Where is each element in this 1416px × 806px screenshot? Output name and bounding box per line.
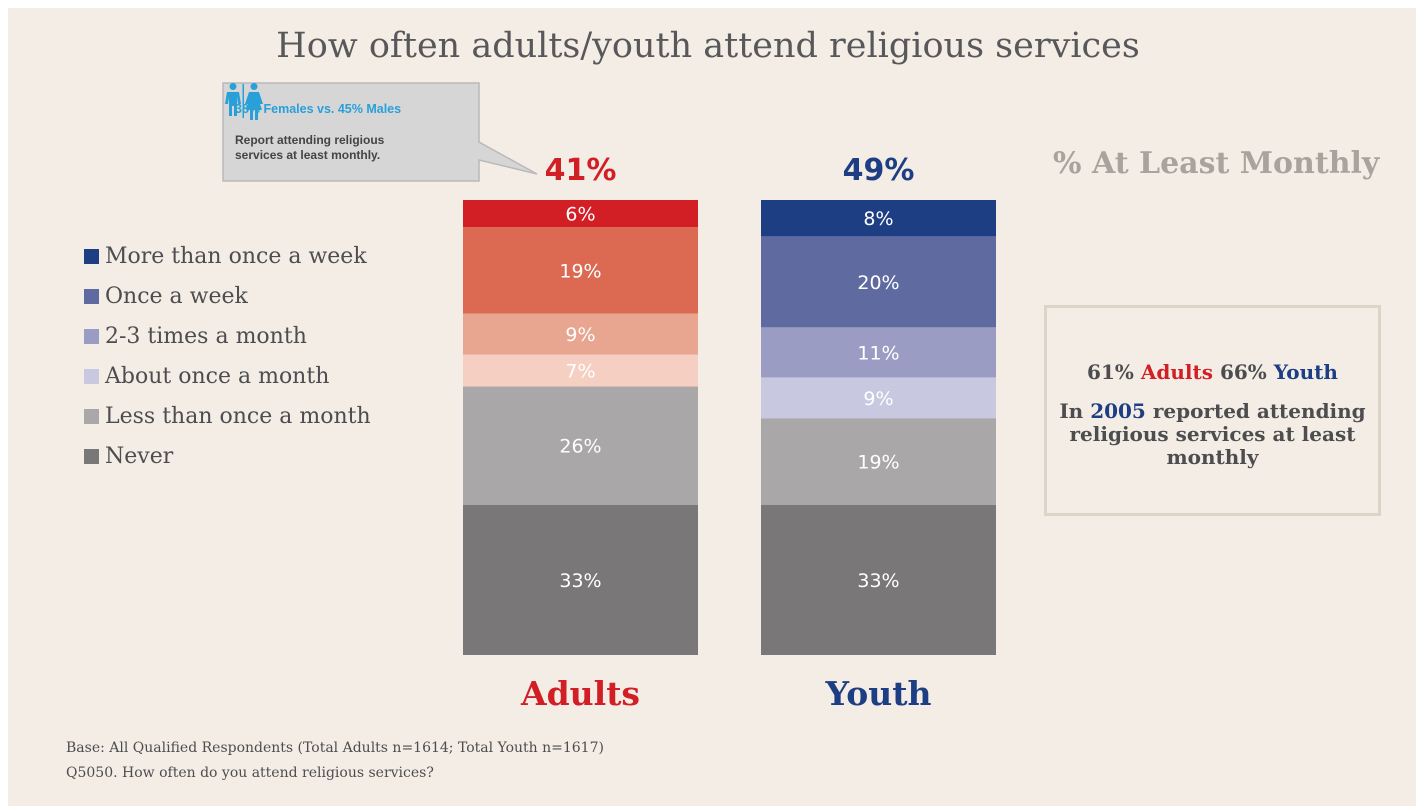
info-line2-post: reported attending religious services at…: [1069, 399, 1366, 469]
footnote-base: Base: All Qualified Respondents (Total A…: [66, 740, 604, 756]
info-line-1: 61% Adults 66% Youth: [1047, 360, 1378, 384]
data-label: 11%: [857, 342, 899, 364]
category-label: Youth: [825, 674, 932, 713]
bar-segment: [761, 504, 996, 655]
legend-swatch: [84, 288, 99, 304]
legend-item: Never: [84, 436, 371, 476]
legend-label: More than once a week: [105, 243, 367, 269]
legend-item: 2-3 times a month: [84, 316, 371, 356]
legend-swatch: [84, 408, 99, 424]
data-label: 26%: [559, 436, 601, 458]
bar-segment: [463, 386, 698, 505]
bar-segment: [761, 377, 996, 419]
legend-label: About once a month: [105, 363, 330, 389]
data-label: 7%: [565, 361, 595, 383]
data-label: 19%: [559, 261, 601, 283]
legend-item: Once a week: [84, 276, 371, 316]
category-label: Adults: [520, 674, 640, 713]
bar-segment: [463, 504, 698, 655]
info-in: In: [1059, 399, 1084, 423]
data-label: 20%: [857, 272, 899, 294]
legend-label: Never: [105, 443, 174, 469]
data-label: 33%: [857, 570, 899, 592]
legend-swatch: [84, 448, 99, 464]
legend-swatch: [84, 248, 99, 264]
bar-segment: [463, 227, 698, 314]
bar-segment: [761, 418, 996, 505]
bar-segment: [463, 354, 698, 387]
data-label: 8%: [863, 208, 893, 230]
callout-bubble: [222, 82, 538, 182]
bar-segment: [761, 327, 996, 378]
legend-label: 2-3 times a month: [105, 323, 307, 349]
data-label: 19%: [857, 452, 899, 474]
legend-swatch: [84, 328, 99, 344]
info-youth-word: Youth: [1273, 360, 1338, 384]
data-label: 9%: [863, 388, 893, 410]
info-year: 2005: [1090, 399, 1146, 423]
info-adults-word: Adults: [1140, 360, 1213, 384]
info-line-2: In 2005 reported attending religious ser…: [1047, 400, 1378, 469]
at-least-monthly-heading: % At Least Monthly: [1053, 146, 1380, 181]
legend-label: Less than once a month: [105, 403, 371, 429]
bar-segment: [761, 200, 996, 237]
callout-body: Report attending religious services at l…: [235, 133, 385, 162]
data-label: 6%: [565, 204, 595, 226]
info-youth-pct: 66%: [1219, 360, 1267, 384]
info-box-2005: 61% Adults 66% Youth In 2005 reported at…: [1044, 305, 1381, 516]
chart-legend: More than once a week Once a week 2-3 time…: [84, 236, 371, 476]
legend-label: Once a week: [105, 283, 248, 309]
male-female-icon: [225, 83, 263, 120]
footnote-question: Q5050. How often do you attend religious…: [66, 765, 434, 781]
chart-title: How often adults/youth attend religious …: [276, 26, 1140, 66]
callout-box: 38% Females vs. 45% Males Report attendi…: [222, 82, 538, 182]
data-label: 9%: [565, 324, 595, 346]
bar-segment: [761, 236, 996, 328]
total-label: 41%: [545, 153, 617, 188]
total-label: 49%: [843, 153, 915, 188]
legend-item: Less than once a month: [84, 396, 371, 436]
bar-segment: [463, 313, 698, 355]
data-label: 33%: [559, 570, 601, 592]
bar-segment: [463, 200, 698, 228]
legend-item: More than once a week: [84, 236, 371, 276]
legend-item: About once a month: [84, 356, 371, 396]
legend-swatch: [84, 368, 99, 384]
callout-headline: 38% Females vs. 45% Males: [235, 102, 402, 116]
info-adults-pct: 61%: [1087, 360, 1134, 384]
